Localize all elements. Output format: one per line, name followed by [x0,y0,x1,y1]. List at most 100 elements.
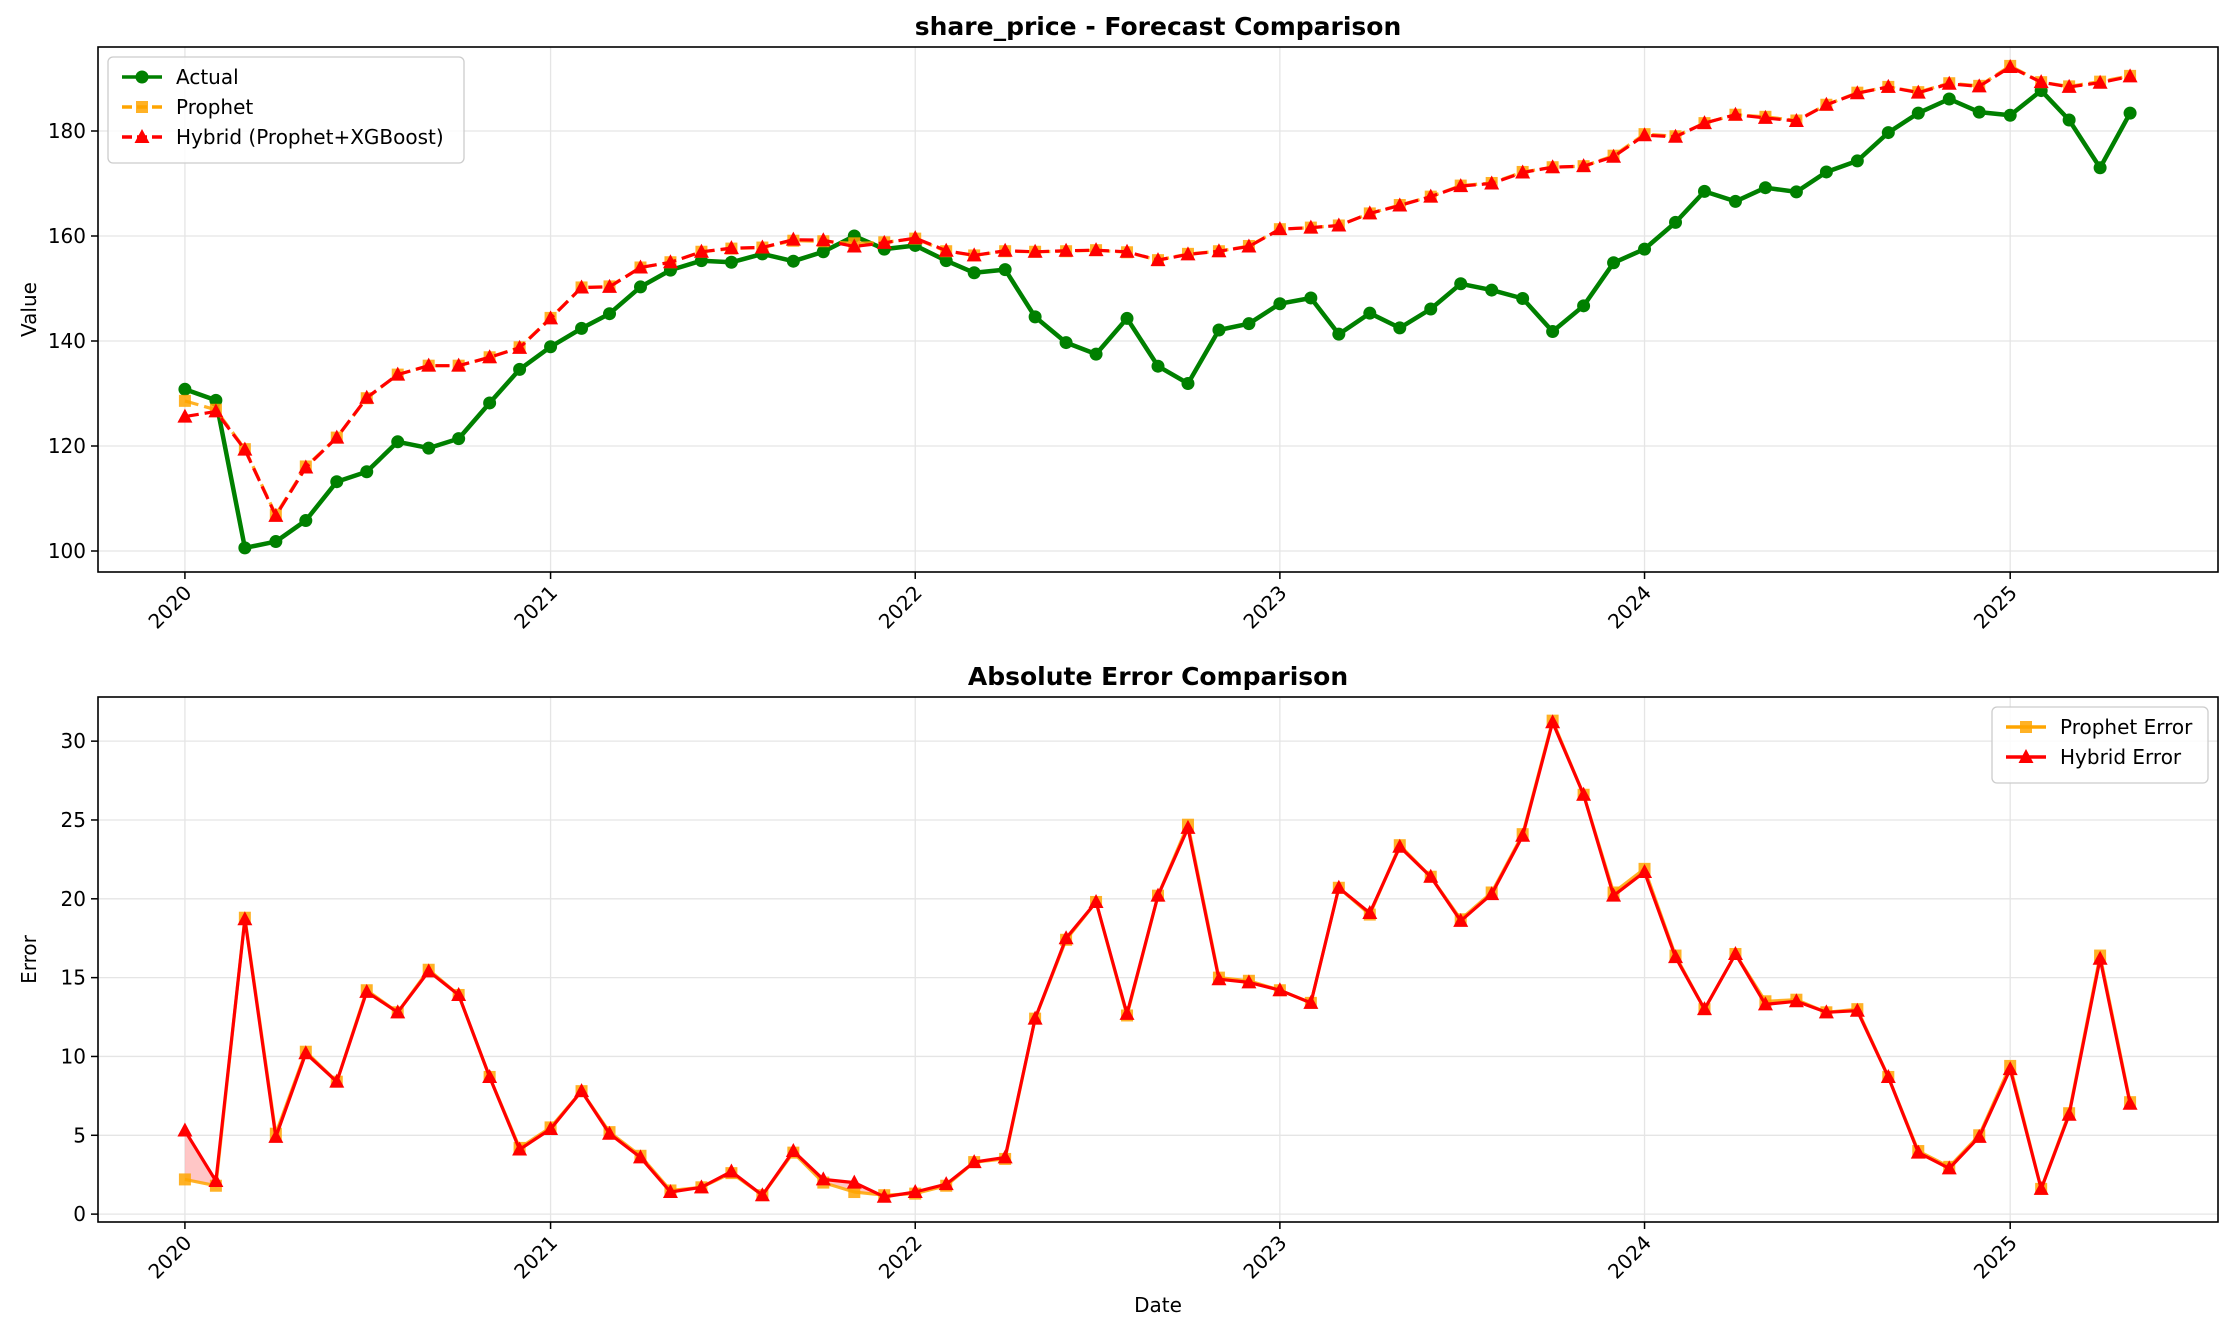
data-point-hybrid [177,408,193,423]
data-point-hybrid [754,239,770,254]
data-point-hybrid [1303,994,1319,1009]
data-point-hybrid [1727,945,1743,960]
legend-label: Hybrid Error [2060,745,2182,769]
data-point-hybrid [1058,242,1074,257]
data-point-actual [483,396,497,410]
data-point-actual [1850,154,1864,168]
data-point-actual [998,263,1012,277]
data-point-hybrid [693,1179,709,1194]
data-point-hybrid [1757,109,1773,124]
legend-label: Actual [176,65,239,89]
data-point-actual [1028,310,1042,324]
data-point-hybrid [2033,1180,2049,1195]
data-point-hybrid [268,507,284,522]
x-tick-label: 2020 [143,581,196,634]
data-point-actual [1546,325,1560,339]
y-tick-label: 140 [48,329,86,353]
data-point-hybrid [1637,864,1653,878]
data-point-hybrid [966,1154,982,1169]
data-point-hybrid [1818,1004,1834,1019]
y-tick-label: 100 [48,539,86,563]
series-line-prophet [184,718,2132,1197]
legend-box [107,56,465,164]
data-point-hybrid [2122,1095,2138,1110]
data-point-hybrid [1392,197,1408,212]
data-point-hybrid [2061,1106,2077,1121]
data-point-hybrid [876,234,892,249]
y-tick-label: 180 [48,119,86,143]
legend: Actual Prophet Hybrid (Prophet+XGBoost) [107,56,465,164]
data-point-hybrid [662,1184,678,1199]
data-point-actual [2003,108,2017,122]
data-point-hybrid [208,1173,224,1188]
data-point-hybrid [1910,84,1926,99]
y-tick-label: 10 [61,1044,86,1068]
data-point-hybrid [1668,949,1684,964]
data-point-hybrid [1119,243,1135,258]
y-tick-label: 20 [61,887,86,911]
y-tick-label: 15 [61,966,86,990]
data-point-hybrid [2002,1061,2018,1076]
x-tick-label: 2020 [143,1231,196,1284]
data-point-actual [786,254,800,268]
chart-title: Absolute Error Comparison [968,662,1348,691]
x-tick-label: 2024 [1603,581,1656,634]
data-point-actual [724,255,738,269]
data-point-hybrid [298,1045,314,1060]
data-point-hybrid [1088,893,1104,908]
x-tick-label: 2022 [874,581,927,634]
data-point-hybrid [1150,887,1166,902]
data-point-actual [238,541,252,555]
data-point-actual [1151,359,1165,373]
data-point-hybrid [1484,175,1500,190]
x-tick-label: 2025 [1969,1231,2022,1284]
data-point-hybrid [815,232,831,247]
data-point-prophet [178,394,191,407]
data-point-hybrid [693,243,709,258]
data-point-hybrid [602,278,618,293]
data-point-actual [1669,215,1683,229]
data-point-hybrid [177,1122,193,1137]
data-point-hybrid [876,1188,892,1203]
data-point-hybrid [2122,68,2138,83]
data-point-actual [1212,323,1226,337]
data-point-hybrid [543,1120,559,1135]
data-point-actual [1697,184,1711,198]
data-point-hybrid [966,247,982,262]
data-point-actual [1819,165,1833,179]
data-point-actual [575,321,589,335]
data-point-actual [1728,194,1742,208]
y-axis-label: Error [17,934,41,984]
data-point-hybrid [1849,85,1865,100]
series-line-hybrid [183,720,2132,1199]
data-point-prophet [178,1173,191,1186]
data-point-hybrid [1971,1128,1987,1143]
legend-marker [134,129,150,143]
data-point-hybrid [512,1141,528,1156]
x-tick-label: 2021 [509,1231,562,1284]
data-point-hybrid [1696,1001,1712,1016]
data-point-hybrid [662,254,678,269]
data-point-hybrid [1241,974,1257,989]
data-point-actual [1304,291,1318,305]
data-point-hybrid [451,357,467,372]
data-point-actual [603,307,617,321]
data-point-hybrid [390,1004,406,1019]
data-point-actual [1577,299,1591,313]
data-point-hybrid [785,1143,801,1158]
data-point-hybrid [1576,786,1592,801]
data-point-hybrid [1941,75,1957,90]
data-point-hybrid [785,231,801,246]
data-point-actual [422,441,436,455]
data-point-hybrid [1910,1144,1926,1159]
data-point-hybrid [1545,159,1561,174]
legend-marker [2018,749,2034,763]
data-point-actual [178,382,192,396]
data-point-hybrid [846,1174,862,1189]
data-point-hybrid [1423,188,1439,203]
data-point-actual [2062,113,2076,127]
data-point-actual [939,254,953,268]
data-point-hybrid [997,242,1013,257]
data-point-hybrid [632,259,648,274]
data-point-hybrid [2061,78,2077,93]
